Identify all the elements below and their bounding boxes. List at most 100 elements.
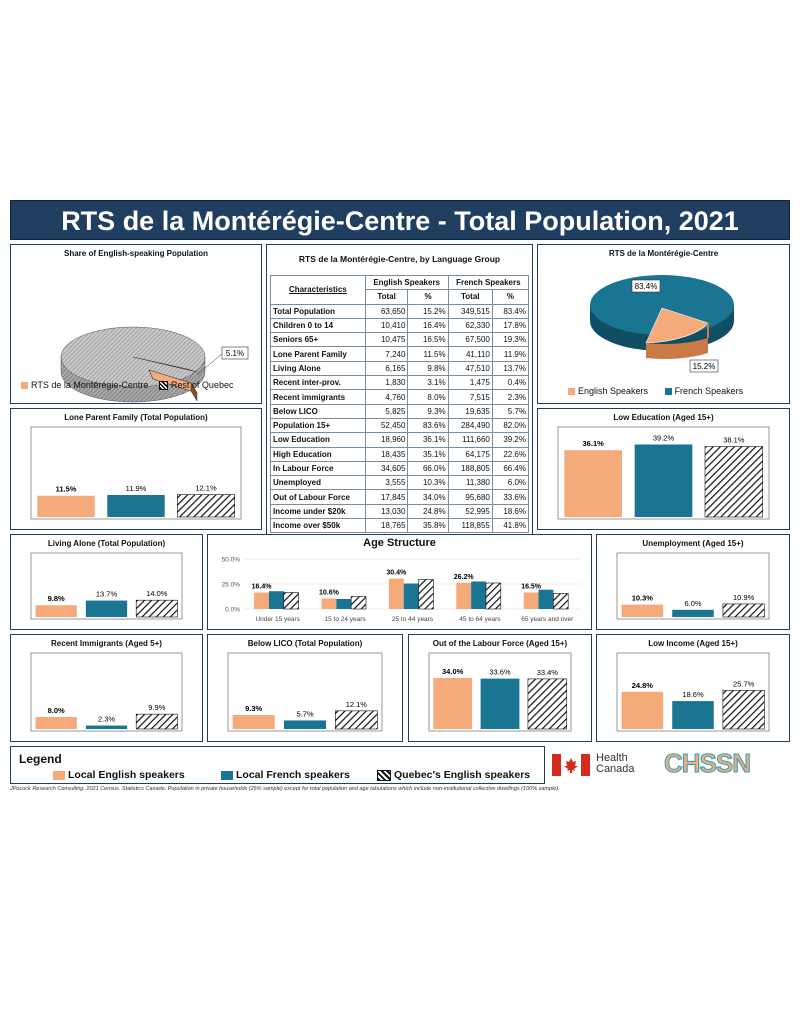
col-french: French Speakers	[447, 274, 530, 291]
table-cell-frp: 6.0%	[491, 475, 530, 491]
chart-title: Out of the Labour Force (Aged 15+)	[432, 639, 568, 648]
bar	[268, 591, 284, 609]
table-title: RTS de la Montérégie-Centre, by Language…	[298, 254, 501, 264]
bar	[321, 598, 337, 609]
data-label: 24.8%	[632, 681, 654, 690]
table-row: Recent immigrants 4,760 8.0% 7,515 2.3%	[270, 389, 530, 405]
table-cell-enp: 9.3%	[407, 403, 449, 419]
table-cell-en: 18,435	[364, 446, 409, 462]
legend-swatch-rest	[158, 381, 168, 391]
table-cell-label: High Education	[270, 446, 366, 462]
page-title: RTS de la Montérégie-Centre - Total Popu…	[10, 200, 790, 240]
pie-lang-legend-english: English Speakers	[578, 386, 649, 396]
bar	[527, 678, 568, 730]
bar	[433, 678, 473, 729]
pie-lang-slice-english	[645, 307, 709, 344]
table-cell-frp: 33.6%	[491, 489, 530, 505]
x-tick-label: 25 to 44 years	[392, 616, 434, 623]
table-cell-frp: 39.2%	[491, 432, 530, 448]
table-cell-fr: 118,855	[447, 518, 493, 534]
pie-lang-panel: RTS de la Montérégie-Centre 83.4% 15.2% …	[537, 244, 790, 404]
chart-title: Age Structure	[363, 537, 436, 549]
table-cell-en: 10,475	[364, 332, 409, 348]
table-cell-en: 34,605	[364, 460, 409, 477]
plot-frame	[616, 652, 770, 732]
plot-frame	[428, 652, 572, 732]
table-cell-fr: 11,380	[447, 475, 493, 491]
table-cell-enp: 66.0%	[407, 460, 449, 477]
data-label: 5.7%	[296, 709, 313, 718]
table-cell-fr: 1,475	[447, 375, 493, 391]
chart-below-lico: Below LICO (Total Population) 9.3% 5.7% 12.…	[207, 634, 403, 742]
table-cell-fr: 62,330	[447, 317, 493, 334]
x-tick-label: 15 to 24 years	[324, 616, 366, 623]
plot-frame	[30, 552, 183, 620]
health-canada-line1: Health	[596, 752, 628, 764]
sub-total: Total	[447, 289, 493, 305]
data-label: 10.3%	[632, 594, 654, 603]
table-cell-enp: 15.2%	[407, 303, 449, 319]
table-cell-en: 17,845	[364, 489, 409, 505]
pie-share-slice-rts-side	[190, 382, 198, 402]
table-row: Children 0 to 14 10,410 16.4% 62,330 17.8%	[270, 317, 530, 334]
bar	[135, 713, 178, 730]
plot-frame	[30, 652, 183, 732]
table-row: Unemployed 3,555 10.3% 11,380 6.0%	[270, 475, 530, 491]
bar	[621, 691, 664, 729]
table-cell-label: Recent immigrants	[270, 389, 366, 405]
table-cell-enp: 35.8%	[407, 518, 449, 534]
plot-frame	[557, 426, 770, 520]
table-cell-en: 1,830	[364, 375, 409, 391]
table-row: Low Education 18,960 36.1% 111,660 39.2%	[270, 432, 530, 448]
table-cell-en: 52,450	[364, 417, 409, 434]
bar	[485, 582, 502, 610]
legend-title: Legend	[19, 752, 62, 766]
table-cell-label: Recent inter-prov.	[270, 375, 366, 391]
bar	[634, 444, 693, 517]
data-label: 18.6%	[682, 690, 704, 699]
bar	[283, 720, 327, 729]
table-cell-frp: 2.3%	[491, 389, 530, 405]
x-tick-label: Under 15 years	[255, 616, 300, 623]
table-cell-en: 63,650	[364, 303, 409, 319]
col-english: English Speakers	[364, 274, 449, 291]
chart-low-income: Low Income (Aged 15+) 24.8% 18.6% 25.7%	[596, 634, 790, 742]
table-cell-label: Total Population	[270, 303, 366, 319]
legend-swatch-rts	[21, 382, 28, 390]
table-cell-enp: 10.3%	[407, 475, 449, 491]
sub-total: Total	[364, 289, 409, 305]
table-row: In Labour Force 34,605 66.0% 188,805 66.4%	[270, 460, 530, 477]
table-cell-enp: 83.6%	[407, 417, 449, 434]
data-label: 6.0%	[684, 599, 701, 608]
legend-swatch-french	[664, 388, 672, 396]
data-label: 38.1%	[723, 436, 745, 445]
table-cell-enp: 24.8%	[407, 503, 449, 520]
table-cell-frp: 13.7%	[491, 360, 530, 377]
data-label: 13.7%	[96, 590, 118, 599]
bar-chart-svg: 11.5% 11.9% 12.1%	[30, 426, 242, 520]
table-row: Below LICO 5,825 9.3% 19,635 5.7%	[270, 403, 530, 419]
bar	[523, 592, 539, 609]
y-tick-label: 25.0%	[222, 582, 241, 589]
table-cell-frp: 66.4%	[491, 460, 530, 477]
table-cell-fr: 188,805	[447, 460, 493, 477]
table-cell-label: Income under $20k	[270, 503, 366, 520]
table-cell-fr: 7,515	[447, 389, 493, 405]
bar	[232, 715, 275, 729]
table-cell-fr: 95,680	[447, 489, 493, 505]
data-label: 12.1%	[346, 700, 368, 709]
chart-title: Below LICO (Total Population)	[247, 639, 363, 648]
legend-swatch-english	[568, 388, 575, 396]
bar	[480, 678, 520, 729]
chart-title: Unemployment (Aged 15+)	[642, 539, 744, 548]
data-label: 10.9%	[733, 593, 755, 602]
data-label: 11.5%	[56, 485, 77, 494]
data-label: 14.0%	[146, 589, 168, 598]
bar	[418, 579, 434, 610]
table-cell-enp: 16.5%	[407, 332, 449, 348]
pie-share-title: Share of English-speaking Population	[63, 249, 208, 258]
bar-chart-svg: 10.3% 6.0% 10.9%	[616, 552, 770, 620]
legend-swatch-quebec	[377, 769, 391, 781]
table-cell-enp: 11.5%	[407, 346, 449, 362]
pie-share-legend: RTS de la Montérégie-Centre Rest of Queb…	[21, 380, 233, 391]
